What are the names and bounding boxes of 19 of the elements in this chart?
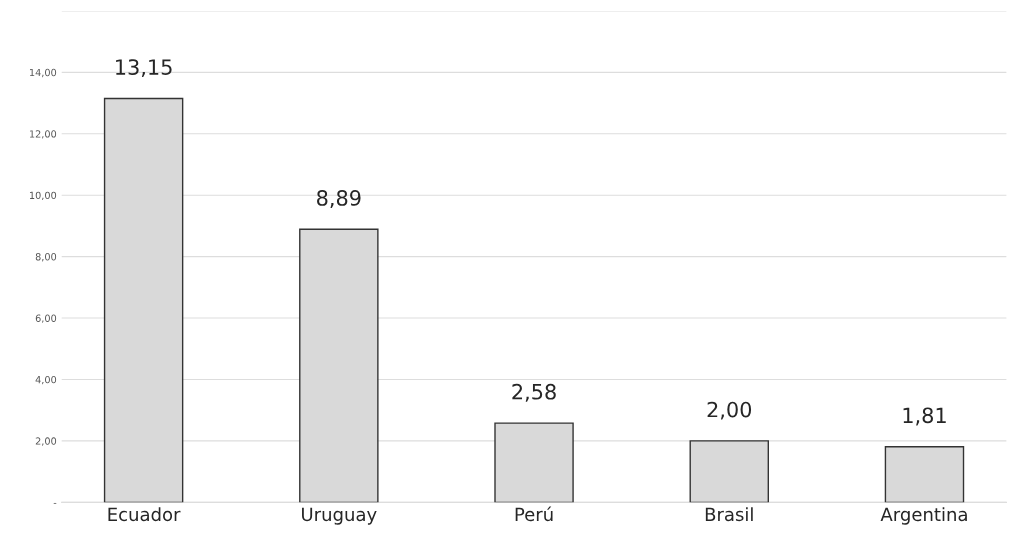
x-tick-label: Uruguay <box>302 507 377 525</box>
y-tick-label: 2,00 <box>35 437 57 446</box>
y-tick-label: 12,00 <box>29 130 57 139</box>
data-label: 2,00 <box>707 401 752 420</box>
y-tick-label: - <box>53 502 57 504</box>
data-label: 8,89 <box>317 190 361 208</box>
data-label: 2,58 <box>512 383 556 402</box>
data-label: 13,15 <box>116 59 172 78</box>
data-label: 1,81 <box>903 407 946 426</box>
x-tick-label: Perú <box>515 506 553 522</box>
y-tick-label: 8,00 <box>35 253 57 262</box>
x-tick-label: Brasil <box>705 507 753 522</box>
y-tick-label: 4,00 <box>35 375 57 385</box>
y-tick-label: 14,00 <box>29 68 57 78</box>
x-tick-label: Ecuador <box>108 507 181 522</box>
bar <box>884 446 965 503</box>
y-tick-label: 6,00 <box>35 314 57 323</box>
x-tick-label: Argentina <box>880 507 967 525</box>
y-tick-label: 10,00 <box>29 191 57 201</box>
